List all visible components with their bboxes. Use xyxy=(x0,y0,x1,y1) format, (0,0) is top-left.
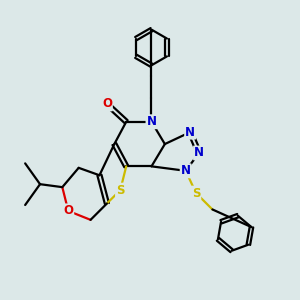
Text: O: O xyxy=(102,98,112,110)
Text: N: N xyxy=(146,115,157,128)
Text: N: N xyxy=(194,146,204,160)
Text: S: S xyxy=(116,184,124,196)
Text: N: N xyxy=(181,164,191,177)
Text: N: N xyxy=(185,126,195,139)
Text: O: O xyxy=(63,204,73,218)
Text: S: S xyxy=(192,187,200,200)
